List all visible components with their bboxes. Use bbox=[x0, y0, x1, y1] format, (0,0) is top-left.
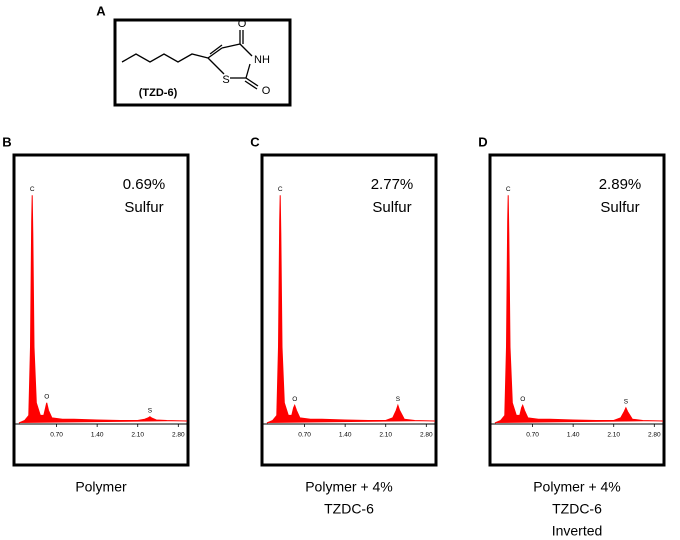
panel-label: D bbox=[478, 134, 487, 149]
peak-label: C bbox=[30, 186, 35, 193]
peak-label: C bbox=[506, 186, 511, 193]
compound-name: (TZD-6) bbox=[139, 87, 178, 99]
peak-label: O bbox=[44, 393, 49, 400]
spectrum bbox=[18, 195, 188, 424]
atom-label: NH bbox=[254, 54, 270, 66]
panel-label: B bbox=[2, 134, 11, 149]
caption: Inverted bbox=[552, 523, 603, 539]
peak-label: S bbox=[148, 407, 153, 414]
peak-label: O bbox=[520, 396, 525, 403]
atom-label: S bbox=[222, 74, 229, 86]
x-tick-label: 2.10 bbox=[379, 432, 392, 439]
x-tick-label: 2.80 bbox=[648, 432, 661, 439]
peak-label: O bbox=[292, 396, 297, 403]
peak-label: C bbox=[278, 186, 283, 193]
x-tick-label: 2.10 bbox=[607, 432, 620, 439]
annotation: Sulfur bbox=[372, 199, 411, 216]
molecule bbox=[121, 30, 259, 90]
panel-label: A bbox=[96, 3, 106, 18]
caption: Polymer + 4% bbox=[305, 479, 393, 495]
panel-label: C bbox=[250, 134, 260, 149]
caption: TZDC-6 bbox=[552, 501, 602, 517]
annotation: 2.77% bbox=[371, 176, 414, 193]
peak-label: S bbox=[396, 396, 401, 403]
atom-label: O bbox=[262, 85, 271, 97]
x-tick-label: 2.10 bbox=[131, 432, 144, 439]
spectrum bbox=[266, 195, 436, 424]
panel-frame bbox=[488, 153, 666, 467]
annotation: Sulfur bbox=[600, 199, 639, 216]
panel-frame bbox=[260, 153, 438, 467]
annotation: 0.69% bbox=[123, 176, 166, 193]
x-tick-label: 0.70 bbox=[526, 432, 539, 439]
peak-label: S bbox=[624, 399, 629, 406]
x-tick-label: 1.40 bbox=[339, 432, 352, 439]
annotation: 2.89% bbox=[599, 176, 642, 193]
caption: Polymer + 4% bbox=[533, 479, 621, 495]
x-tick-label: 2.80 bbox=[420, 432, 433, 439]
x-tick-label: 1.40 bbox=[91, 432, 104, 439]
panel-frame bbox=[12, 153, 190, 467]
x-tick-label: 1.40 bbox=[567, 432, 580, 439]
caption: Polymer bbox=[75, 479, 127, 495]
x-tick-label: 0.70 bbox=[298, 432, 311, 439]
x-tick-label: 2.80 bbox=[172, 432, 185, 439]
x-tick-label: 0.70 bbox=[50, 432, 63, 439]
atom-label: O bbox=[238, 18, 247, 30]
spectrum bbox=[494, 195, 664, 424]
structure-frame bbox=[113, 18, 292, 107]
caption: TZDC-6 bbox=[324, 501, 374, 517]
annotation: Sulfur bbox=[124, 199, 163, 216]
